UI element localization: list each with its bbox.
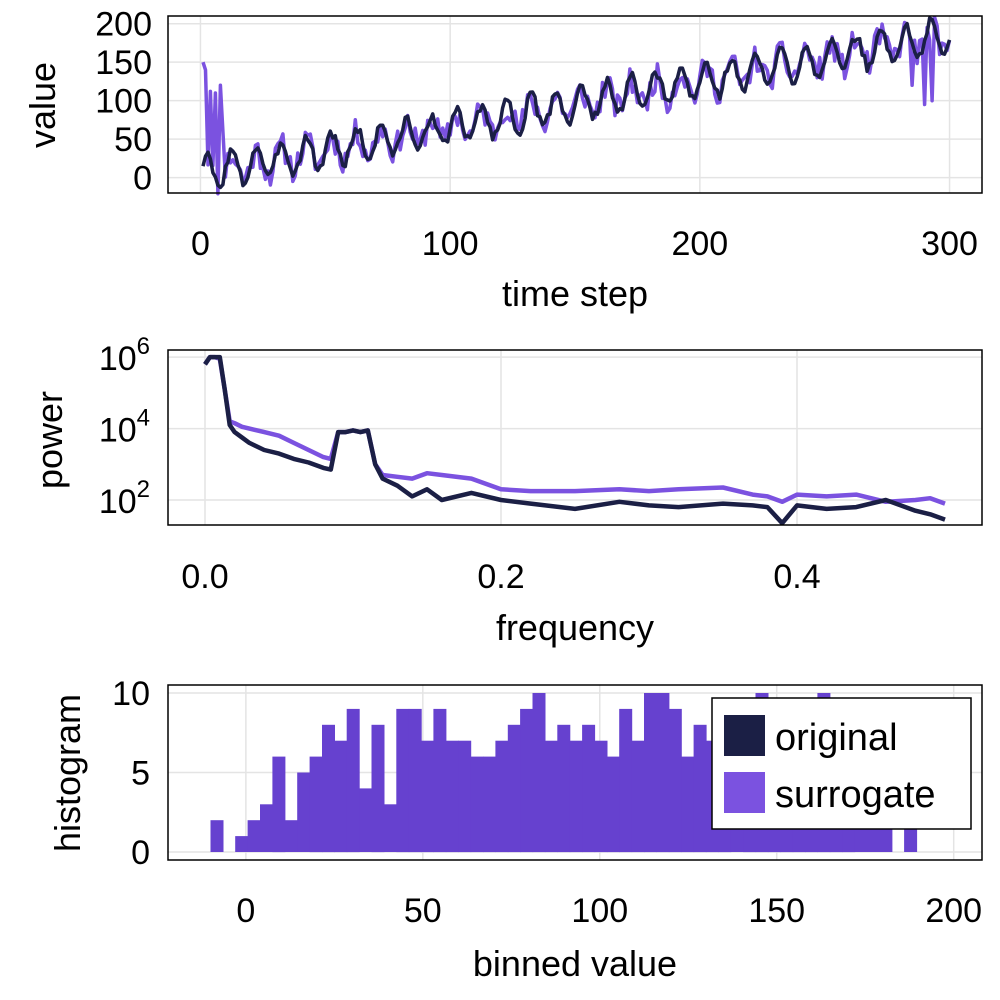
legend-label-original: original — [775, 717, 898, 759]
p3-bar — [470, 756, 484, 853]
legend-label-surrogate: surrogate — [775, 774, 936, 816]
p2-xtick-label: 0.0 — [181, 558, 228, 596]
p3-bar — [520, 708, 534, 853]
p3-bar — [507, 724, 521, 853]
p3-bar — [235, 836, 249, 852]
p3-bar — [544, 740, 558, 853]
p3-xtick-label: 50 — [404, 892, 442, 930]
p1-xtick-label: 300 — [921, 225, 978, 263]
p3-bar — [483, 756, 496, 853]
p3-bar — [681, 756, 695, 853]
p1-frame — [167, 15, 983, 194]
p3-tick-labels: 0 50 100 150 200 0 5 10 — [112, 675, 982, 930]
p3-bar — [433, 708, 447, 853]
p2-grid — [168, 350, 982, 525]
legend-swatch-surrogate — [724, 772, 765, 813]
p2-frame — [167, 349, 983, 526]
p3-bar — [272, 756, 286, 853]
p1-ytick-label: 200 — [95, 6, 152, 44]
p1-ytick-label: 150 — [95, 44, 152, 82]
p2-ylabel: power — [29, 391, 70, 489]
p1-series — [201, 15, 952, 196]
p3-bar — [210, 820, 224, 852]
p3-bar — [606, 756, 620, 853]
p3-bar — [668, 708, 682, 853]
p1-xlabel: time step — [502, 273, 648, 314]
p3-ytick-label: 5 — [131, 755, 150, 793]
p3-bar — [619, 708, 633, 853]
p3-xtick-label: 0 — [236, 892, 255, 930]
p1-ytick-label: 0 — [133, 160, 152, 198]
p3-bar — [594, 740, 608, 853]
p3-ytick-label: 10 — [112, 675, 150, 713]
p2-ytick-label: 102 — [99, 476, 150, 521]
p2-tick-labels: 0.0 0.2 0.4 106 104 102 — [99, 333, 821, 596]
p3-bar — [371, 724, 385, 853]
p2-line-surrogate — [203, 354, 946, 506]
p2-xtick-label: 0.4 — [773, 558, 820, 596]
p1-xtick-label: 0 — [191, 225, 210, 263]
p3-bar — [408, 708, 422, 853]
p2-series — [203, 354, 946, 526]
p3-bar — [445, 740, 459, 853]
legend: original surrogate — [711, 697, 972, 830]
legend-swatch-original — [724, 715, 765, 756]
p1-ylabel: value — [22, 62, 63, 148]
p2-ytick-label: 106 — [99, 333, 150, 378]
p3-bar — [631, 740, 645, 853]
p2-xtick-label: 0.2 — [477, 558, 524, 596]
p2-line-original — [203, 354, 946, 526]
p3-bar — [458, 740, 472, 853]
p3-bar — [322, 724, 335, 853]
p3-xtick-label: 100 — [571, 892, 628, 930]
p3-bar — [346, 708, 360, 853]
p3-bar — [557, 724, 571, 853]
p3-bar — [309, 756, 323, 853]
p2-xlabel: frequency — [496, 607, 654, 648]
p3-bar — [693, 724, 707, 853]
p1-xtick-label: 100 — [422, 225, 479, 263]
p3-bar — [359, 788, 373, 852]
p1-ytick-label: 50 — [114, 121, 152, 159]
p1-line-original — [201, 16, 952, 190]
p3-frame — [167, 684, 983, 861]
p3-bar — [532, 693, 546, 853]
p3-ylabel: histogram — [47, 694, 88, 852]
p3-bar — [383, 804, 397, 852]
p1-xtick-label: 200 — [671, 225, 728, 263]
panel-spectrum: 0.0 0.2 0.4 106 104 102 frequency power — [29, 333, 983, 648]
p3-bar — [644, 693, 657, 853]
p3-bar — [495, 740, 509, 853]
p3-bar — [396, 708, 410, 853]
p3-bar — [569, 740, 583, 853]
p2-ytick-label: 104 — [99, 405, 150, 450]
p3-bar — [421, 740, 434, 853]
p3-bar — [582, 724, 596, 853]
p1-ytick-label: 100 — [95, 83, 152, 121]
p3-bar — [656, 693, 670, 853]
p3-xtick-label: 150 — [748, 892, 805, 930]
p3-ytick-label: 0 — [131, 834, 150, 872]
p3-bar — [334, 740, 348, 853]
p3-bar — [284, 820, 298, 852]
p3-bar — [247, 820, 261, 852]
p3-bar — [260, 804, 273, 852]
p3-xtick-label: 200 — [925, 892, 982, 930]
p3-bar — [297, 772, 311, 852]
p3-xlabel: binned value — [473, 943, 677, 984]
